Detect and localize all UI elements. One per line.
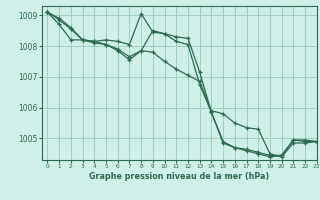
- X-axis label: Graphe pression niveau de la mer (hPa): Graphe pression niveau de la mer (hPa): [89, 172, 269, 181]
